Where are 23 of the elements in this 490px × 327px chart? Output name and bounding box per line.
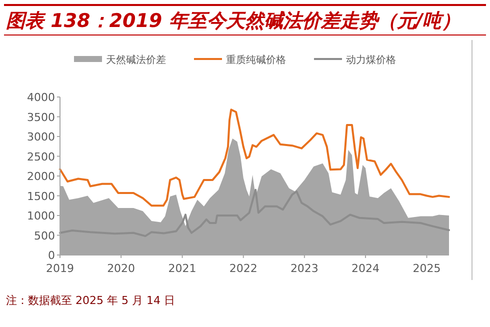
x-tick-label: 2020 (107, 262, 136, 275)
text: 注：数据截至 2025 年 5 月 14 日 (6, 294, 175, 307)
y-tick-label: 0 (48, 249, 55, 262)
y-tick-label: 1000 (27, 210, 55, 222)
y-tick-label: 1500 (27, 190, 55, 203)
x-tick-label: 2021 (168, 262, 196, 275)
chart-title: 图表 138：2019 年至今天然碱法价差走势（元/吨） (6, 10, 461, 32)
x-tick-label: 2025 (412, 262, 441, 275)
x-tick-label: 2019 (46, 262, 74, 275)
y-tick-label: 2000 (27, 170, 55, 183)
legend-label: 天然碱法价差 (106, 54, 166, 66)
y-tick-label: 3000 (27, 130, 55, 144)
y-tick-label: 3500 (27, 110, 55, 124)
x-tick-label: 2022 (229, 262, 258, 275)
line-series (59, 108, 450, 207)
x-tick-label: 2024 (352, 262, 380, 275)
y-tick-label: 2500 (27, 150, 55, 164)
y-tick-label: 500 (34, 229, 55, 242)
x-tick-label: 2023 (290, 262, 318, 275)
y-tick-label: 4000 (27, 91, 55, 104)
legend-label: 重质纯碱价格 (226, 54, 286, 66)
legend-label: 动力煤价格 (346, 54, 396, 66)
line-series (59, 188, 450, 238)
